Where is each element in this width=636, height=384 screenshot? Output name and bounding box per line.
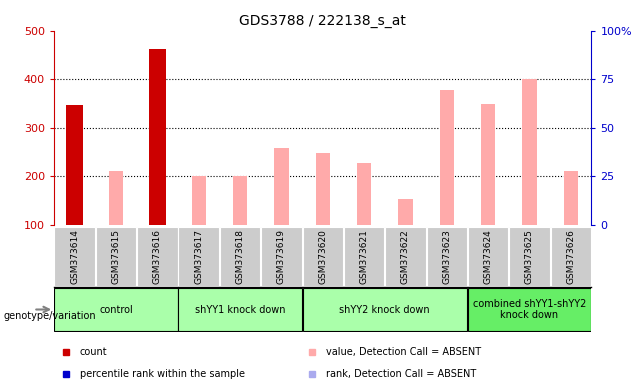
Text: GSM373623: GSM373623 — [442, 229, 452, 284]
Bar — [55, 227, 95, 286]
Bar — [261, 227, 301, 286]
Bar — [220, 227, 260, 286]
Bar — [149, 49, 165, 225]
Bar — [427, 227, 467, 286]
Text: count: count — [80, 346, 107, 357]
Bar — [509, 227, 550, 286]
Text: GSM373626: GSM373626 — [566, 229, 576, 284]
Bar — [303, 288, 467, 331]
Bar — [179, 227, 219, 286]
Bar — [468, 227, 508, 286]
Bar — [55, 288, 177, 331]
Text: percentile rank within the sample: percentile rank within the sample — [80, 369, 245, 379]
Bar — [398, 199, 413, 225]
Title: GDS3788 / 222138_s_at: GDS3788 / 222138_s_at — [239, 14, 406, 28]
Bar — [315, 153, 330, 225]
Bar — [344, 227, 384, 286]
Text: GSM373619: GSM373619 — [277, 229, 286, 284]
Text: GSM373616: GSM373616 — [153, 229, 162, 284]
Text: GSM373618: GSM373618 — [235, 229, 245, 284]
Bar — [233, 176, 247, 225]
Text: combined shYY1-shYY2
knock down: combined shYY1-shYY2 knock down — [473, 299, 586, 320]
Bar — [66, 105, 83, 225]
Bar — [563, 171, 578, 225]
Text: GSM373620: GSM373620 — [318, 229, 328, 284]
Bar — [439, 90, 454, 225]
Text: control: control — [99, 305, 133, 314]
Bar — [357, 162, 371, 225]
Bar — [179, 288, 301, 331]
Text: value, Detection Call = ABSENT: value, Detection Call = ABSENT — [326, 346, 481, 357]
Bar — [551, 227, 591, 286]
Bar — [137, 227, 177, 286]
Text: shYY2 knock down: shYY2 knock down — [340, 305, 430, 314]
Text: GSM373617: GSM373617 — [194, 229, 204, 284]
Bar — [481, 104, 495, 225]
Text: GSM373614: GSM373614 — [70, 229, 80, 284]
Text: shYY1 knock down: shYY1 knock down — [195, 305, 286, 314]
Text: GSM373622: GSM373622 — [401, 229, 410, 284]
Bar — [468, 288, 591, 331]
Bar — [303, 227, 343, 286]
Bar — [96, 227, 136, 286]
Text: GSM373621: GSM373621 — [359, 229, 369, 284]
Text: GSM373625: GSM373625 — [525, 229, 534, 284]
Bar — [385, 227, 425, 286]
Bar — [191, 176, 206, 225]
Bar — [274, 148, 289, 225]
Text: GSM373615: GSM373615 — [111, 229, 121, 284]
Bar — [522, 79, 537, 225]
Text: rank, Detection Call = ABSENT: rank, Detection Call = ABSENT — [326, 369, 476, 379]
Bar — [109, 171, 123, 225]
Text: GSM373624: GSM373624 — [483, 229, 493, 284]
Text: genotype/variation: genotype/variation — [3, 311, 96, 321]
